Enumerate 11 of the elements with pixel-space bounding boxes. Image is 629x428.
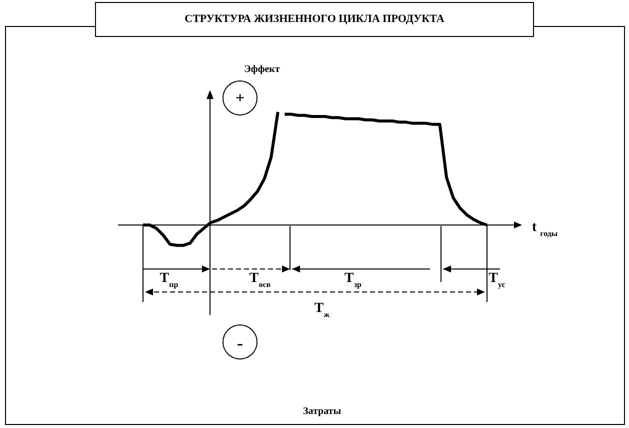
y-axis-title: Эффект <box>244 64 280 75</box>
chart-title: СТРУКТУРА ЖИЗНЕННОГО ЦИКЛА ПРОДУКТА <box>95 2 534 37</box>
text: - <box>237 333 243 353</box>
text: + <box>235 90 245 107</box>
text: Т$_{пр}$ <box>160 271 179 288</box>
text: Т$_{осв}$ <box>249 271 272 288</box>
x-axis-title: t $_{годы}$ <box>532 220 558 238</box>
text: Затраты <box>302 406 342 417</box>
text: Т$_{зр}$ <box>344 271 362 288</box>
text: Т$_{ус}$ <box>488 271 506 288</box>
text: Т$_{ж}$ <box>314 301 330 318</box>
